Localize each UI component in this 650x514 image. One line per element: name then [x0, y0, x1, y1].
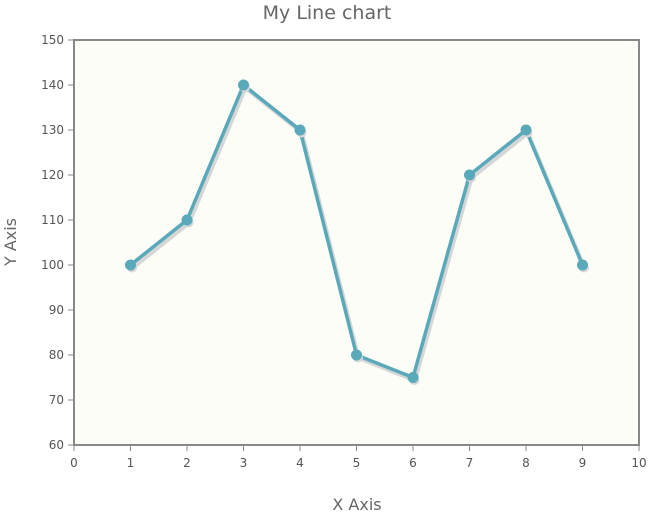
- x-axis-label: X Axis: [332, 495, 381, 514]
- y-tick-label: 100: [41, 258, 64, 272]
- x-tick-label: 8: [522, 456, 530, 470]
- data-point: [125, 259, 136, 271]
- x-tick-label: 2: [183, 456, 191, 470]
- data-point: [464, 169, 475, 181]
- x-tick-label: 0: [70, 456, 78, 470]
- y-tick-label: 140: [41, 78, 64, 92]
- y-tick-label: 60: [49, 438, 64, 452]
- y-tick-label: 80: [49, 348, 64, 362]
- y-tick-label: 130: [41, 123, 64, 137]
- plot-border: [73, 39, 640, 446]
- x-tick-label: 4: [296, 456, 304, 470]
- y-tick-label: 110: [41, 213, 64, 227]
- data-point: [294, 124, 306, 136]
- x-tick-label: 7: [466, 456, 474, 470]
- data-point: [577, 259, 588, 271]
- x-tick-label: 6: [409, 456, 417, 470]
- x-tick-label: 5: [353, 456, 361, 470]
- data-point: [181, 214, 193, 226]
- x-tick-label: 9: [579, 456, 587, 470]
- series-line-layer: [125, 79, 589, 385]
- y-axis: 60 70 80 90 100 110 120 130 140 150: [41, 33, 74, 452]
- x-axis: 0 1 2 3 4 5 6 7 8 9 10: [70, 445, 647, 470]
- chart-title: My Line chart: [263, 2, 392, 24]
- data-point: [351, 349, 362, 361]
- y-tick-label: 90: [49, 303, 64, 317]
- x-tick-label: 10: [631, 456, 646, 470]
- x-tick-label: 1: [127, 456, 135, 470]
- x-tick-label: 3: [240, 456, 248, 470]
- y-tick-label: 150: [41, 33, 64, 47]
- y-tick-label: 120: [41, 168, 64, 182]
- plot-area: [74, 40, 639, 445]
- y-axis-label: Y Axis: [1, 218, 20, 267]
- data-point: [407, 372, 419, 383]
- data-point: [520, 124, 532, 136]
- y-tick-label: 70: [49, 393, 64, 407]
- data-point: [238, 79, 249, 91]
